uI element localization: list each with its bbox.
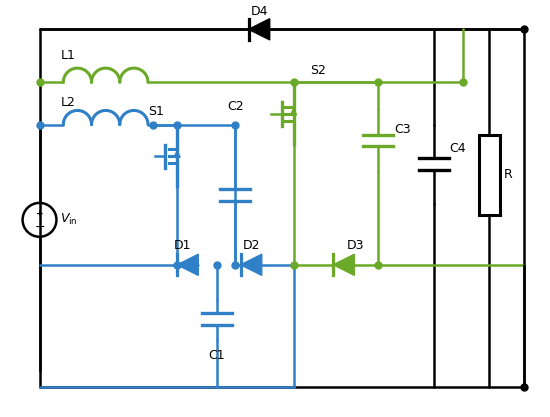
Polygon shape (333, 254, 354, 275)
Text: D1: D1 (174, 239, 191, 251)
Text: C4: C4 (449, 142, 466, 155)
Text: D2: D2 (243, 239, 260, 251)
Text: C3: C3 (394, 123, 411, 136)
Text: C1: C1 (208, 349, 225, 362)
Text: S1: S1 (148, 105, 164, 118)
Text: $V_{\rm in}$: $V_{\rm in}$ (59, 212, 78, 227)
Text: L1: L1 (60, 49, 75, 62)
Polygon shape (177, 254, 198, 275)
Text: D3: D3 (346, 239, 364, 251)
Text: C2: C2 (227, 100, 244, 113)
Polygon shape (249, 19, 270, 40)
Text: +: + (36, 209, 43, 218)
Text: −: − (34, 221, 45, 234)
Text: R: R (504, 168, 513, 181)
Text: D4: D4 (250, 5, 268, 18)
Polygon shape (240, 254, 262, 275)
Text: L2: L2 (60, 95, 75, 109)
Text: S2: S2 (310, 64, 326, 77)
